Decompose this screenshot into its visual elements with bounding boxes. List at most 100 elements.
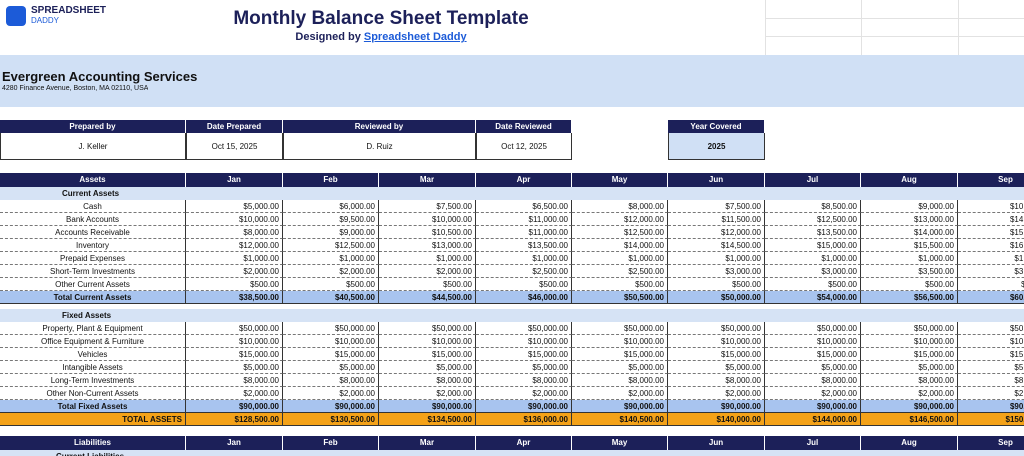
value-cell: $50,000.00 xyxy=(379,322,476,335)
value-cell: $10,000.00 xyxy=(572,335,668,348)
grid-line xyxy=(765,18,1024,19)
grand-total-label: TOTAL ASSETS xyxy=(0,413,186,426)
value-cell: $7,500.00 xyxy=(379,200,476,213)
section-title: Fixed Assets xyxy=(0,309,1024,322)
section-title: Current Liabilities xyxy=(0,450,1024,456)
value-cell: $8,000.00 xyxy=(476,374,572,387)
value-cell: $5,000.00 xyxy=(186,200,283,213)
value-cell: $12,000.00 xyxy=(186,239,283,252)
value-cell: $500.00 xyxy=(476,278,572,291)
value-cell: $12,500.00 xyxy=(765,213,861,226)
value-cell: $50,000.00 xyxy=(958,322,1024,335)
value-cell: $15,000.00 xyxy=(379,348,476,361)
value-cell: $15,000.00 xyxy=(476,348,572,361)
value-cell: $14,000.00 xyxy=(958,213,1024,226)
total-label: Total Current Assets xyxy=(0,291,186,304)
grand-total-value: $128,500.00 xyxy=(186,413,283,426)
value-cell: $14,500.00 xyxy=(668,239,765,252)
value-cell: $1,000.00 xyxy=(186,252,283,265)
total-value: $90,000.00 xyxy=(476,400,572,413)
value-cell: $15,000.00 xyxy=(765,239,861,252)
value-cell: $10,000.00 xyxy=(958,200,1024,213)
total-value: $90,000.00 xyxy=(283,400,379,413)
value-cell: $10,000.00 xyxy=(283,335,379,348)
value-cell: $15,000.00 xyxy=(958,348,1024,361)
month-header: Jun xyxy=(668,436,765,450)
value-cell: $10,000.00 xyxy=(765,335,861,348)
total-value: $90,000.00 xyxy=(958,400,1024,413)
total-value: $38,500.00 xyxy=(186,291,283,304)
value-cell: $2,000.00 xyxy=(958,387,1024,400)
value-cell: $5,000.00 xyxy=(668,361,765,374)
value-cell: $1,000.00 xyxy=(958,252,1024,265)
value-cell: $14,000.00 xyxy=(572,239,668,252)
value-cell: $3,500.00 xyxy=(861,265,958,278)
value-cell: $8,000.00 xyxy=(861,374,958,387)
value-cell: $9,000.00 xyxy=(283,226,379,239)
month-header: May xyxy=(572,173,668,187)
value-cell: $500.00 xyxy=(572,278,668,291)
grand-total-value: $150,000.00 xyxy=(958,413,1024,426)
company-name: Evergreen Accounting Services xyxy=(2,69,198,84)
value-cell: $3,500.00 xyxy=(958,265,1024,278)
month-header: Sep xyxy=(958,173,1024,187)
value-cell: $8,000.00 xyxy=(379,374,476,387)
value-cell: $50,000.00 xyxy=(186,322,283,335)
value-cell: $2,500.00 xyxy=(476,265,572,278)
month-header: Jan xyxy=(186,436,283,450)
value-cell: $9,500.00 xyxy=(283,213,379,226)
row-label: Cash xyxy=(0,200,186,213)
value-cell: $13,000.00 xyxy=(861,213,958,226)
value-cell: $2,000.00 xyxy=(668,387,765,400)
row-label: Office Equipment & Furniture xyxy=(0,335,186,348)
info-header: Date Prepared xyxy=(186,120,283,133)
value-cell: $50,000.00 xyxy=(861,322,958,335)
value-cell: $13,500.00 xyxy=(476,239,572,252)
value-cell: $500.00 xyxy=(958,278,1024,291)
row-label: Short-Term Investments xyxy=(0,265,186,278)
grand-total-value: $146,500.00 xyxy=(861,413,958,426)
value-cell: $5,000.00 xyxy=(958,361,1024,374)
value-cell: $1,000.00 xyxy=(765,252,861,265)
value-cell: $50,000.00 xyxy=(765,322,861,335)
value-cell: $11,000.00 xyxy=(476,213,572,226)
value-cell: $5,000.00 xyxy=(476,361,572,374)
info-value: D. Ruiz xyxy=(283,133,476,160)
grand-total-value: $136,000.00 xyxy=(476,413,572,426)
value-cell: $14,000.00 xyxy=(861,226,958,239)
value-cell: $500.00 xyxy=(379,278,476,291)
month-header: Sep xyxy=(958,436,1024,450)
link[interactable]: Spreadsheet Daddy xyxy=(363,31,467,43)
value-cell: $12,500.00 xyxy=(283,239,379,252)
value-cell: $5,000.00 xyxy=(186,361,283,374)
value-cell: $10,000.00 xyxy=(861,335,958,348)
company-address: 4280 Finance Avenue, Boston, MA 02110, U… xyxy=(2,85,149,92)
value-cell: $3,000.00 xyxy=(668,265,765,278)
value-cell: $5,000.00 xyxy=(379,361,476,374)
value-cell: $2,000.00 xyxy=(572,387,668,400)
value-cell: $50,000.00 xyxy=(572,322,668,335)
month-header: Apr xyxy=(476,436,572,450)
grid-line xyxy=(861,0,862,55)
logo-text: SPREADSHEET xyxy=(31,5,107,16)
value-cell: $2,000.00 xyxy=(379,387,476,400)
value-cell: $10,000.00 xyxy=(186,335,283,348)
total-value: $90,000.00 xyxy=(186,400,283,413)
value-cell: $12,000.00 xyxy=(668,226,765,239)
value-cell: $15,000.00 xyxy=(861,348,958,361)
value-cell: $2,000.00 xyxy=(283,265,379,278)
value-cell: $10,000.00 xyxy=(668,335,765,348)
row-label: Other Current Assets xyxy=(0,278,186,291)
grid-line xyxy=(765,36,1024,37)
value-cell: $8,000.00 xyxy=(186,374,283,387)
row-label: Vehicles xyxy=(0,348,186,361)
value-cell: $5,000.00 xyxy=(861,361,958,374)
total-value: $46,000.00 xyxy=(476,291,572,304)
value-cell: $15,000.00 xyxy=(958,226,1024,239)
title: Monthly Balance Sheet Template xyxy=(233,8,529,29)
table-header: Liabilities xyxy=(0,436,186,450)
row-label: Intangible Assets xyxy=(0,361,186,374)
value-cell: $15,000.00 xyxy=(668,348,765,361)
value-cell: $500.00 xyxy=(186,278,283,291)
value-cell: $15,500.00 xyxy=(861,239,958,252)
